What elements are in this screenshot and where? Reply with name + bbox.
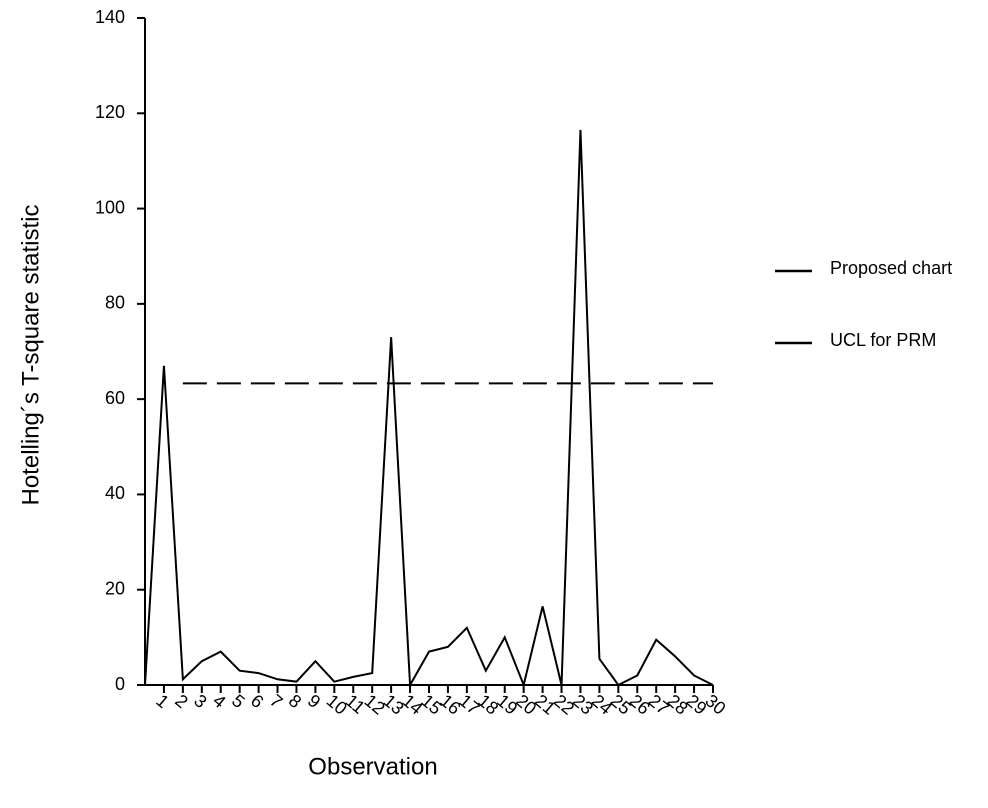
x-tick-label: 30 xyxy=(701,690,729,718)
x-tick-label: 8 xyxy=(285,690,306,712)
x-axis-title: Observation xyxy=(308,753,437,780)
x-tick-label: 4 xyxy=(209,690,230,712)
x-tick-label: 6 xyxy=(247,690,268,712)
x-tick-label: 5 xyxy=(228,690,249,712)
y-tick-label: 60 xyxy=(105,388,125,408)
y-tick-label: 80 xyxy=(105,293,125,313)
y-axis-title: Hotelling´s T-square statistic xyxy=(17,204,44,505)
x-tick-label: 2 xyxy=(171,690,192,712)
y-tick-label: 0 xyxy=(115,674,125,694)
legend-label: UCL for PRM xyxy=(830,330,936,350)
y-tick-label: 40 xyxy=(105,483,125,503)
data-line xyxy=(144,129,714,689)
x-tick-label: 9 xyxy=(304,690,325,712)
x-tick-label: 7 xyxy=(266,690,287,712)
legend-label: Proposed chart xyxy=(830,258,952,278)
x-tick-label: 3 xyxy=(190,690,211,712)
y-tick-label: 120 xyxy=(95,102,125,122)
y-tick-label: 20 xyxy=(105,578,125,598)
x-tick-label: 1 xyxy=(152,690,173,712)
y-tick-label: 100 xyxy=(95,197,125,217)
y-tick-label: 140 xyxy=(95,7,125,27)
